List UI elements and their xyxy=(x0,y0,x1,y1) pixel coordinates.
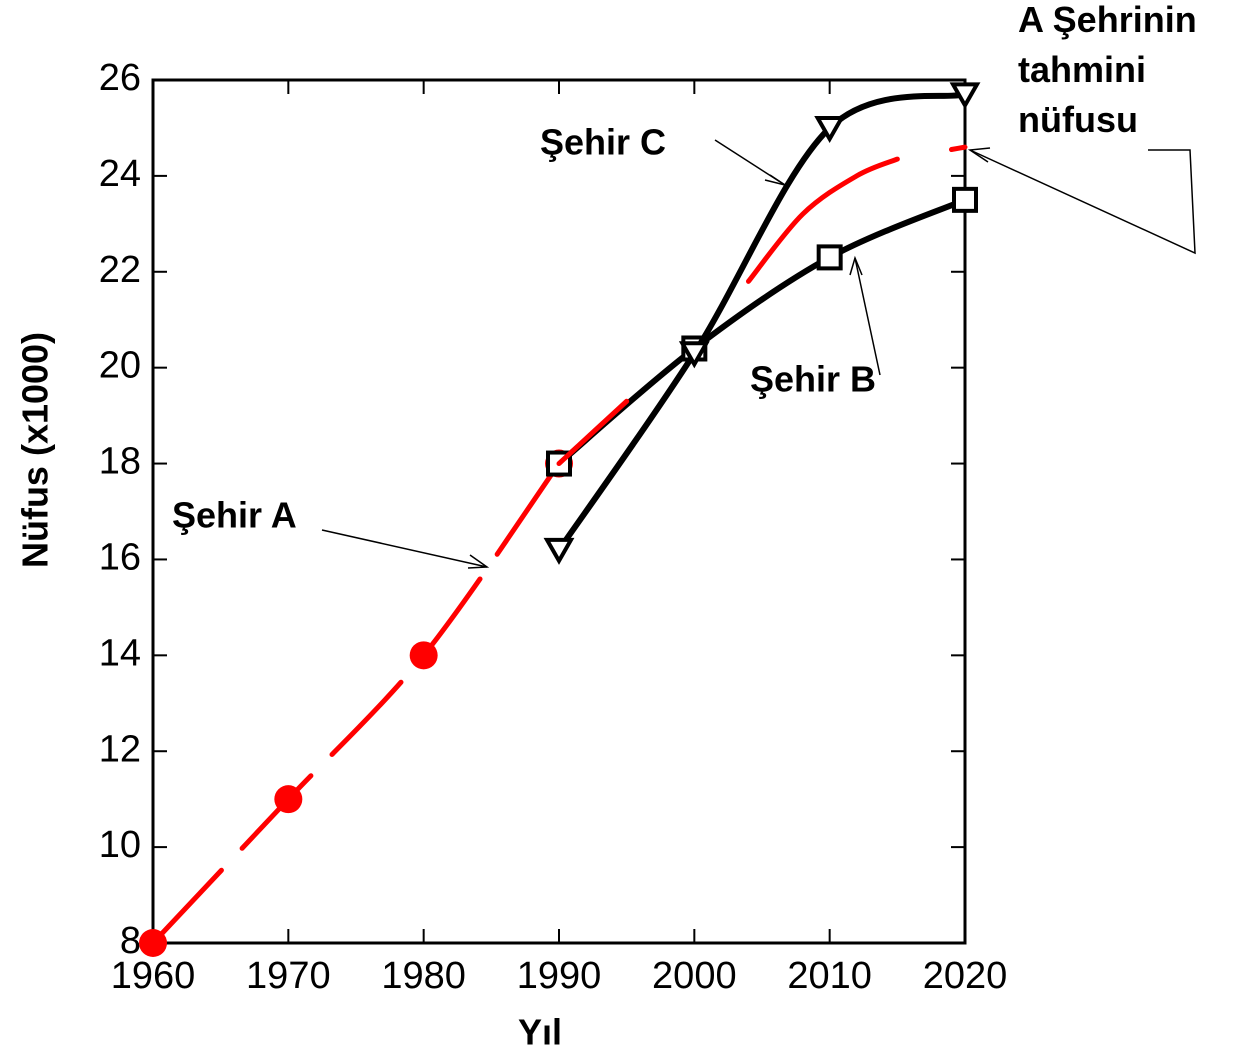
y-tick-label: 24 xyxy=(99,153,141,195)
series-line xyxy=(556,398,630,467)
y-tick-label: 18 xyxy=(99,441,141,483)
point xyxy=(139,929,167,957)
x-tick-label: 1990 xyxy=(517,955,602,997)
point xyxy=(814,115,846,143)
y-tick-label: 16 xyxy=(99,536,141,578)
pointer-projection xyxy=(969,149,1196,255)
y-tick-label: 14 xyxy=(99,632,141,674)
series-label: Şehir C xyxy=(540,122,666,163)
y-tick-label: 22 xyxy=(99,249,141,291)
y-tick-label: 12 xyxy=(99,728,141,770)
point xyxy=(949,82,981,110)
series-line xyxy=(150,461,562,946)
x-tick-label: 2020 xyxy=(923,955,1008,997)
series-label: Şehir A xyxy=(172,495,297,536)
point xyxy=(816,244,843,271)
point xyxy=(274,785,303,814)
series-label: Şehir B xyxy=(750,359,876,400)
series-line xyxy=(948,144,968,153)
series-label: A Şehrinin tahmini nüfusu xyxy=(1018,0,1197,140)
point xyxy=(952,186,978,213)
y-tick-label: 10 xyxy=(99,824,141,866)
series-line xyxy=(556,91,968,553)
x-axis-label: Yıl xyxy=(518,1012,562,1053)
x-tick-label: 1980 xyxy=(381,955,466,997)
y-tick-label: 8 xyxy=(120,920,141,962)
series-line xyxy=(745,156,900,284)
pointer-c-head xyxy=(764,174,786,186)
y-axis-label: Nüfus (x1000) xyxy=(15,332,56,568)
point xyxy=(678,341,710,369)
annotation-pointers xyxy=(321,139,1196,569)
pointer-a-head xyxy=(467,554,490,569)
pointer-b-head xyxy=(849,255,863,276)
pointer-a xyxy=(321,529,488,568)
point xyxy=(409,641,438,670)
pointer-b xyxy=(854,257,881,376)
x-tick-label: 1970 xyxy=(246,955,331,997)
x-tick-label: 1960 xyxy=(111,955,196,997)
point xyxy=(543,537,575,565)
y-tick-label: 20 xyxy=(99,345,141,387)
x-tick-label: 2000 xyxy=(652,955,737,997)
y-tick-label: 26 xyxy=(99,57,141,99)
x-tick-label: 2010 xyxy=(787,955,872,997)
pointer-projection-head xyxy=(967,147,991,163)
series-line xyxy=(556,196,968,467)
